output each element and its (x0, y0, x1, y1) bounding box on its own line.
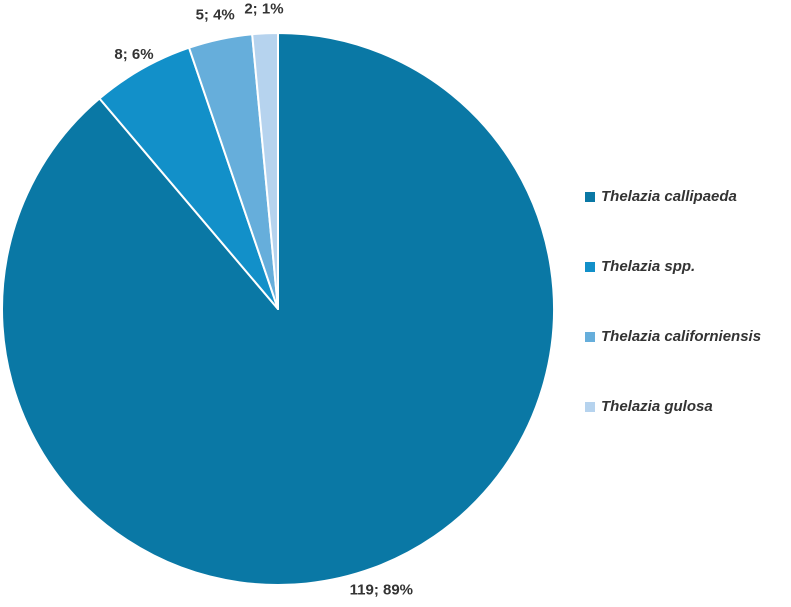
legend-swatch-thelazia-callipaeda (585, 192, 595, 202)
legend-label-thelazia-californiensis: Thelazia californiensis (601, 328, 761, 345)
pie-slices (1, 32, 555, 586)
data-label-thelazia-callipaeda: 119; 89% (350, 582, 413, 599)
legend-swatch-thelazia-californiensis (585, 332, 595, 342)
legend: Thelazia callipaeda Thelazia spp. Thelazia… (585, 188, 761, 415)
legend-label-thelazia-spp: Thelazia spp. (601, 258, 695, 275)
legend-item-thelazia-callipaeda: Thelazia callipaeda (585, 188, 737, 205)
legend-swatch-thelazia-spp (585, 262, 595, 272)
legend-item-thelazia-spp: Thelazia spp. (585, 258, 695, 275)
data-label-thelazia-californiensis: 5; 4% (196, 7, 235, 24)
legend-item-thelazia-gulosa: Thelazia gulosa (585, 398, 713, 415)
legend-item-thelazia-californiensis: Thelazia californiensis (585, 328, 761, 345)
data-labels: 119; 89% 8; 6% 5; 4% 2; 1% (114, 0, 413, 598)
pie-slice-thelazia-gulosa (251, 32, 279, 310)
legend-label-thelazia-callipaeda: Thelazia callipaeda (601, 188, 737, 205)
legend-swatch-thelazia-gulosa (585, 402, 595, 412)
data-label-thelazia-gulosa: 2; 1% (244, 0, 283, 17)
data-label-thelazia-spp: 8; 6% (114, 46, 153, 63)
legend-label-thelazia-gulosa: Thelazia gulosa (601, 398, 713, 415)
